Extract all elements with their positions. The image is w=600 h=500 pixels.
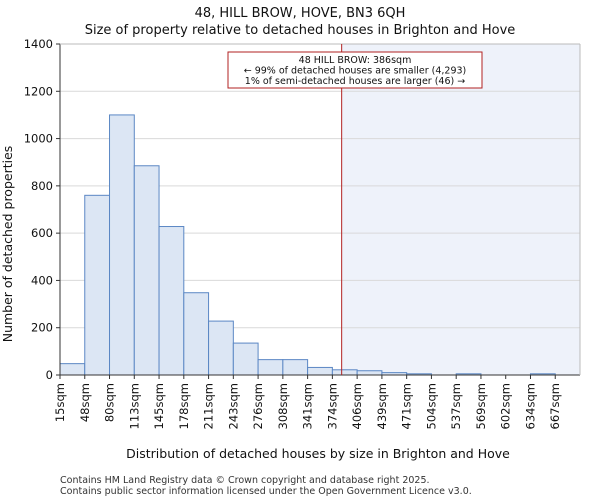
bar — [84, 194, 111, 376]
y-tick-label: 0 — [46, 368, 53, 382]
bar — [356, 370, 383, 376]
x-tick-label: 634sqm — [523, 383, 537, 429]
chart-title: 48, HILL BROW, HOVE, BN3 6QH — [195, 6, 406, 21]
x-tick-label: 80sqm — [103, 383, 117, 422]
y-tick-label: 400 — [31, 273, 53, 287]
bar — [331, 369, 358, 376]
y-tick-label: 1000 — [24, 132, 53, 146]
x-tick-label: 276sqm — [251, 383, 265, 429]
bar — [133, 165, 160, 376]
y-tick-label: 1200 — [24, 84, 53, 98]
x-tick-label: 145sqm — [152, 383, 166, 429]
x-tick-label: 178sqm — [177, 383, 191, 429]
x-tick-label: 308sqm — [276, 383, 290, 429]
x-tick-label: 48sqm — [78, 383, 92, 422]
x-tick-label: 537sqm — [449, 383, 463, 429]
bar — [232, 342, 259, 376]
annotation-line: ← 99% of detached houses are smaller (4,… — [244, 66, 467, 77]
chart-subtitle: Size of property relative to detached ho… — [85, 23, 516, 38]
x-tick-label: 406sqm — [350, 383, 364, 429]
x-tick-label: 341sqm — [301, 383, 315, 429]
x-axis-label: Distribution of detached houses by size … — [126, 446, 510, 461]
bar — [282, 359, 309, 376]
y-tick-label: 200 — [31, 321, 53, 335]
bar — [158, 226, 185, 376]
y-tick-label: 600 — [31, 226, 53, 240]
annotation-line: 48 HILL BROW: 386sqm — [299, 55, 412, 66]
highlight-region — [341, 44, 580, 375]
y-tick-label: 800 — [31, 179, 53, 193]
bar — [208, 320, 234, 376]
x-tick-label: 504sqm — [424, 383, 438, 429]
y-tick-label: 1400 — [24, 37, 53, 51]
x-tick-label: 113sqm — [127, 383, 141, 429]
x-tick-label: 243sqm — [226, 383, 240, 429]
x-tick-label: 439sqm — [375, 383, 389, 429]
bar — [183, 292, 210, 376]
x-tick-label: 15sqm — [53, 383, 67, 422]
x-tick-label: 211sqm — [202, 383, 216, 429]
footer-line-2: Contains public sector information licen… — [60, 486, 472, 497]
annotation-box — [227, 51, 483, 89]
annotation-line: 1% of semi-detached houses are larger (4… — [245, 76, 465, 87]
x-tick-label: 374sqm — [325, 383, 339, 429]
x-tick-label: 667sqm — [548, 383, 562, 429]
bar — [109, 114, 135, 376]
x-tick-label: 602sqm — [499, 383, 513, 429]
x-tick-label: 471sqm — [400, 383, 414, 429]
bar — [257, 359, 284, 376]
footer-line-1: Contains HM Land Registry data © Crown c… — [60, 475, 430, 486]
bar — [59, 363, 86, 376]
x-tick-label: 569sqm — [474, 383, 488, 429]
bar — [307, 366, 333, 376]
y-axis-label: Number of detached properties — [0, 146, 15, 343]
